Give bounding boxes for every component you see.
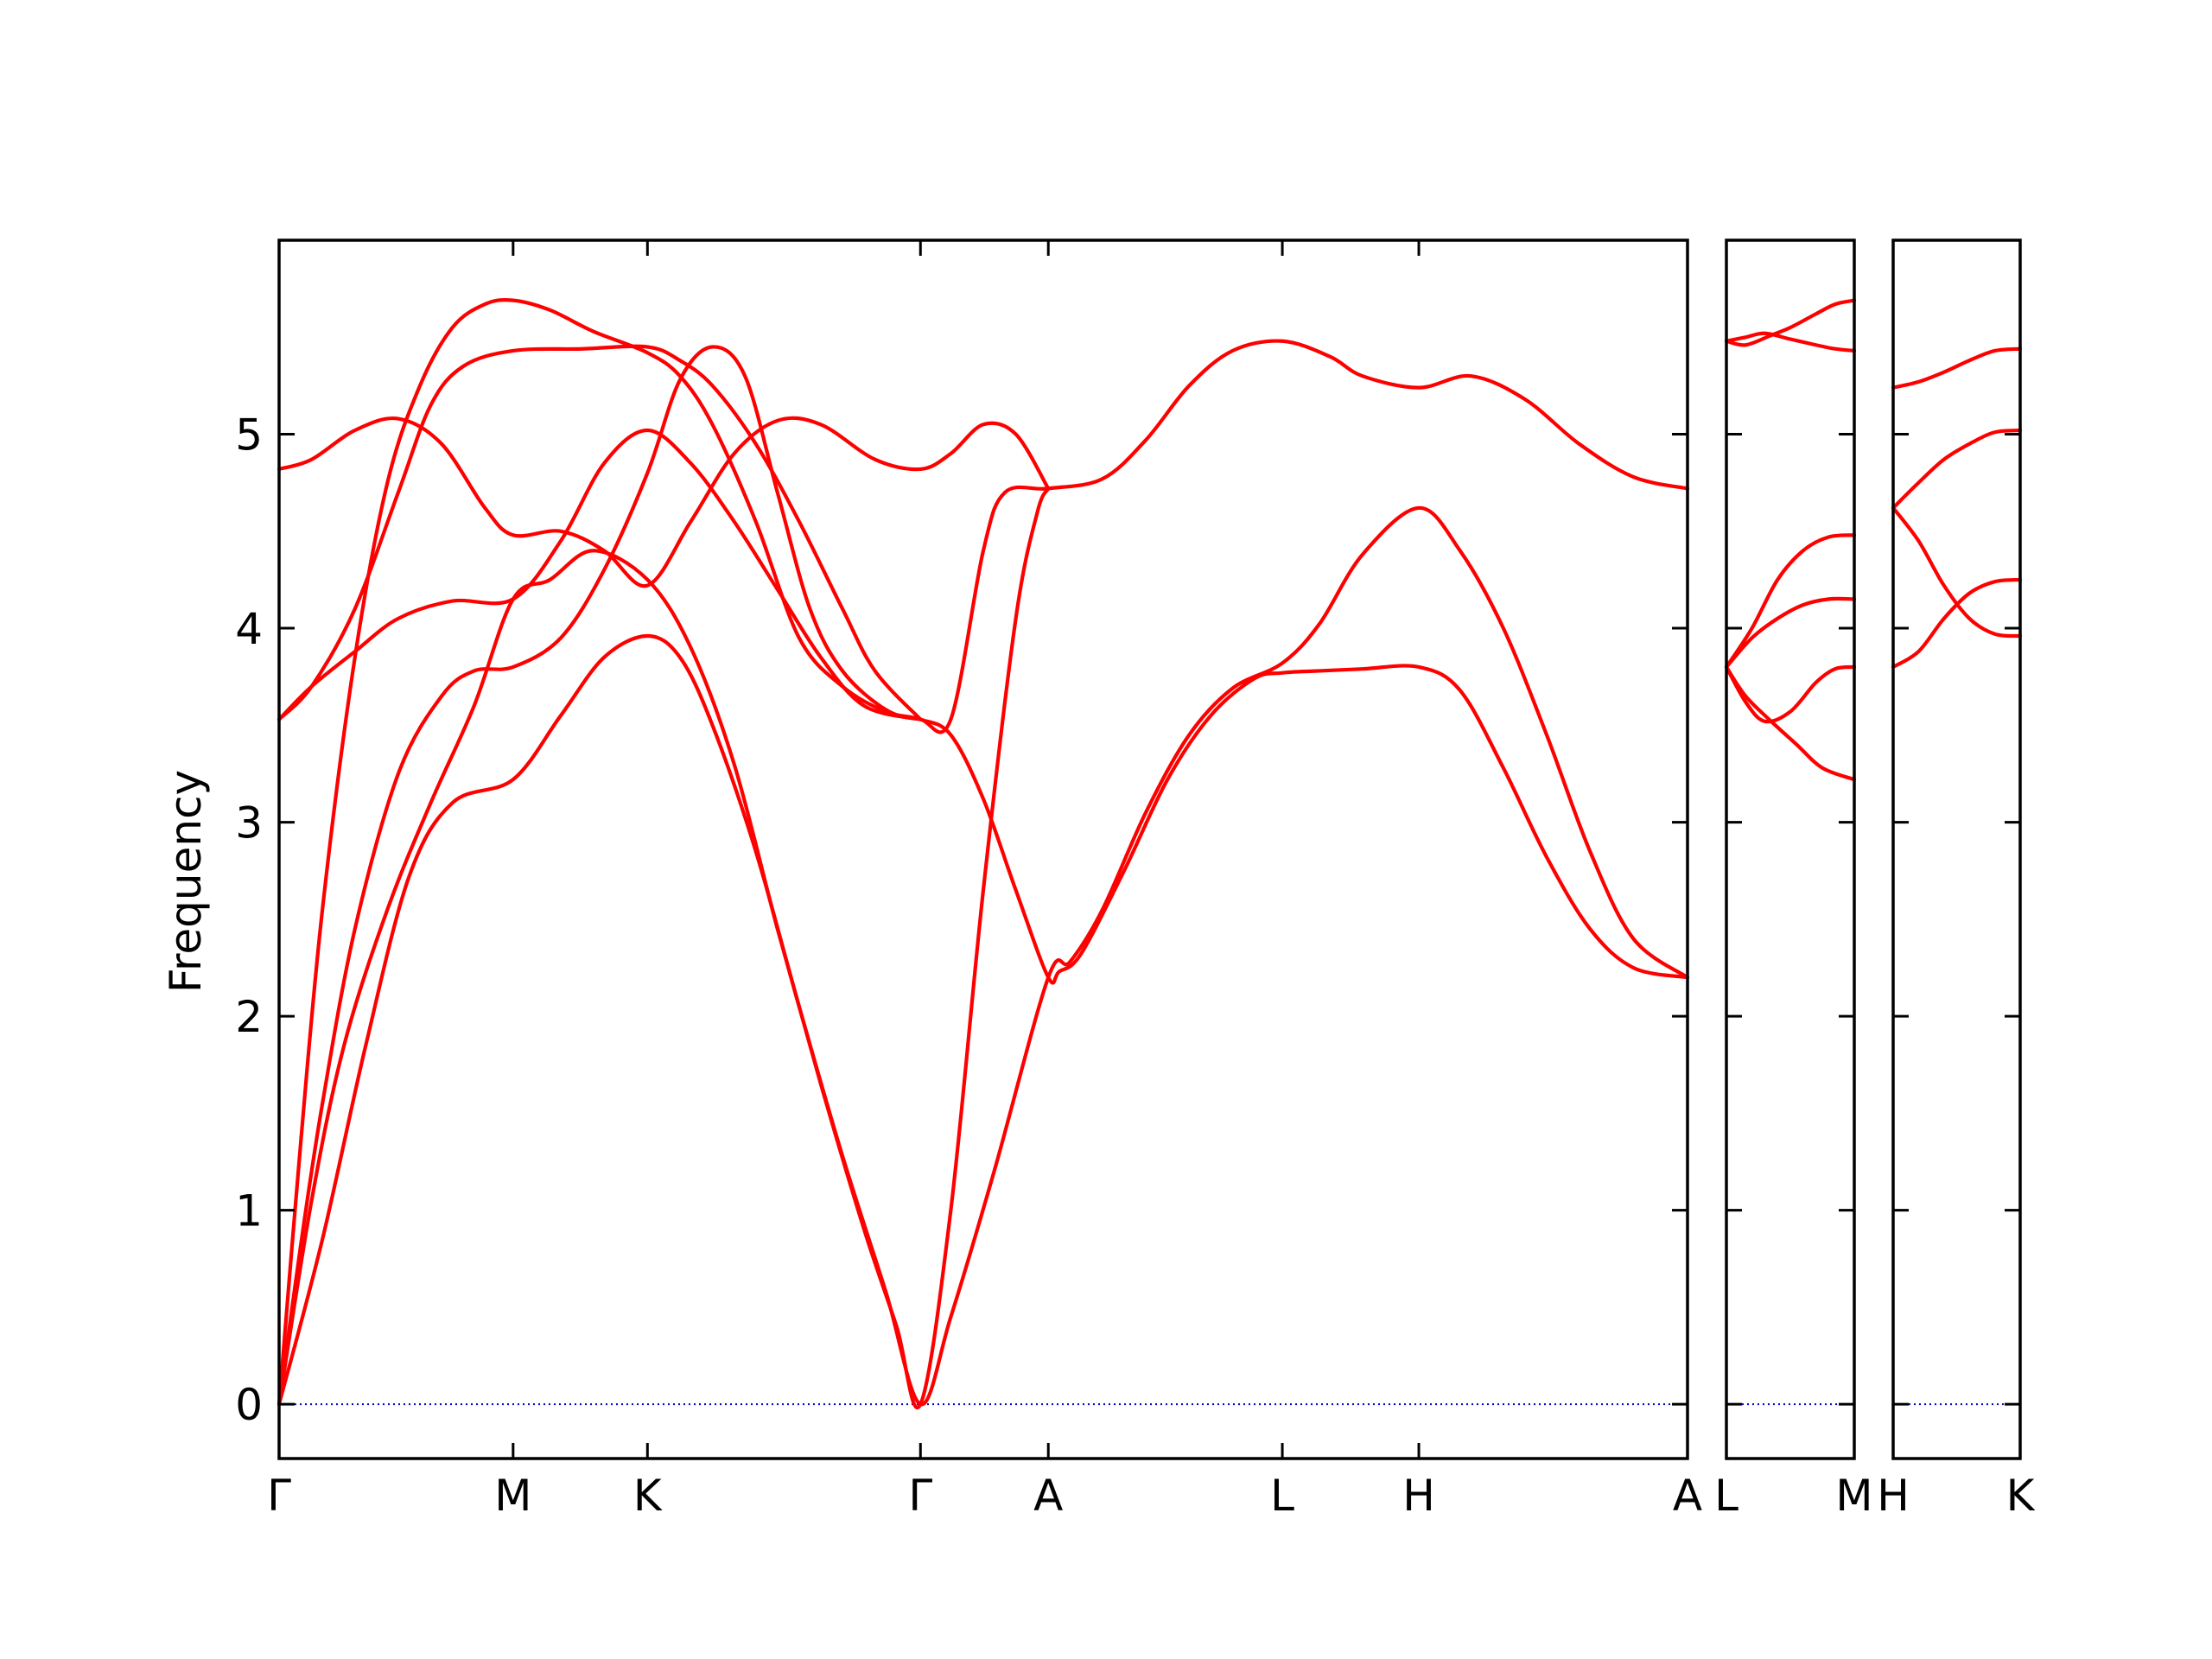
x-tick-label: H bbox=[1402, 1471, 1435, 1521]
x-tick-label: K bbox=[633, 1471, 663, 1521]
band-5 bbox=[276, 428, 923, 721]
x-tick-label: M bbox=[1835, 1471, 1872, 1521]
x-tick-label: L bbox=[1714, 1471, 1738, 1521]
band-4 bbox=[1891, 577, 2023, 670]
y-axis-label: Frequency bbox=[161, 770, 211, 993]
band-7 bbox=[276, 416, 1051, 588]
band-1 bbox=[276, 297, 1690, 1407]
band-2 bbox=[1724, 331, 1857, 353]
band-3 bbox=[1724, 533, 1857, 670]
band-6 bbox=[1724, 664, 1857, 782]
y-tick-label: 1 bbox=[235, 1186, 263, 1236]
y-tick-label: 5 bbox=[235, 410, 263, 461]
band-6 bbox=[276, 344, 923, 721]
panel-frame bbox=[1891, 238, 2022, 1460]
band-4 bbox=[1724, 596, 1857, 670]
band-3 bbox=[276, 505, 1690, 1407]
x-tick-label: A bbox=[1033, 1471, 1063, 1521]
x-tick-label: K bbox=[2006, 1471, 2036, 1521]
x-tick-label: H bbox=[1877, 1471, 1910, 1521]
panel-frame bbox=[1725, 238, 1856, 1460]
y-tick-label: 2 bbox=[235, 992, 263, 1042]
band-5 bbox=[1724, 664, 1857, 724]
x-tick-label: M bbox=[494, 1471, 531, 1521]
band-2 bbox=[276, 339, 1690, 1407]
band-4 bbox=[276, 486, 1051, 1409]
panel-frame bbox=[277, 238, 1689, 1460]
x-tick-label: L bbox=[1270, 1471, 1294, 1521]
y-tick-label: 0 bbox=[235, 1380, 263, 1430]
panel-main: Γ M K Γ A L H A 0 1 2 3 4 5 bbox=[235, 238, 1702, 1521]
band-2 bbox=[1891, 428, 2023, 510]
x-tick-label: A bbox=[1673, 1471, 1702, 1521]
x-tick-label: Γ bbox=[267, 1471, 291, 1521]
x-tick-label: Γ bbox=[908, 1471, 932, 1521]
y-tick-label: 4 bbox=[235, 604, 263, 654]
y-tick-label: 3 bbox=[235, 798, 263, 849]
band-3 bbox=[1891, 505, 2023, 639]
band-1 bbox=[1891, 346, 2023, 390]
band-1 bbox=[1724, 298, 1857, 347]
